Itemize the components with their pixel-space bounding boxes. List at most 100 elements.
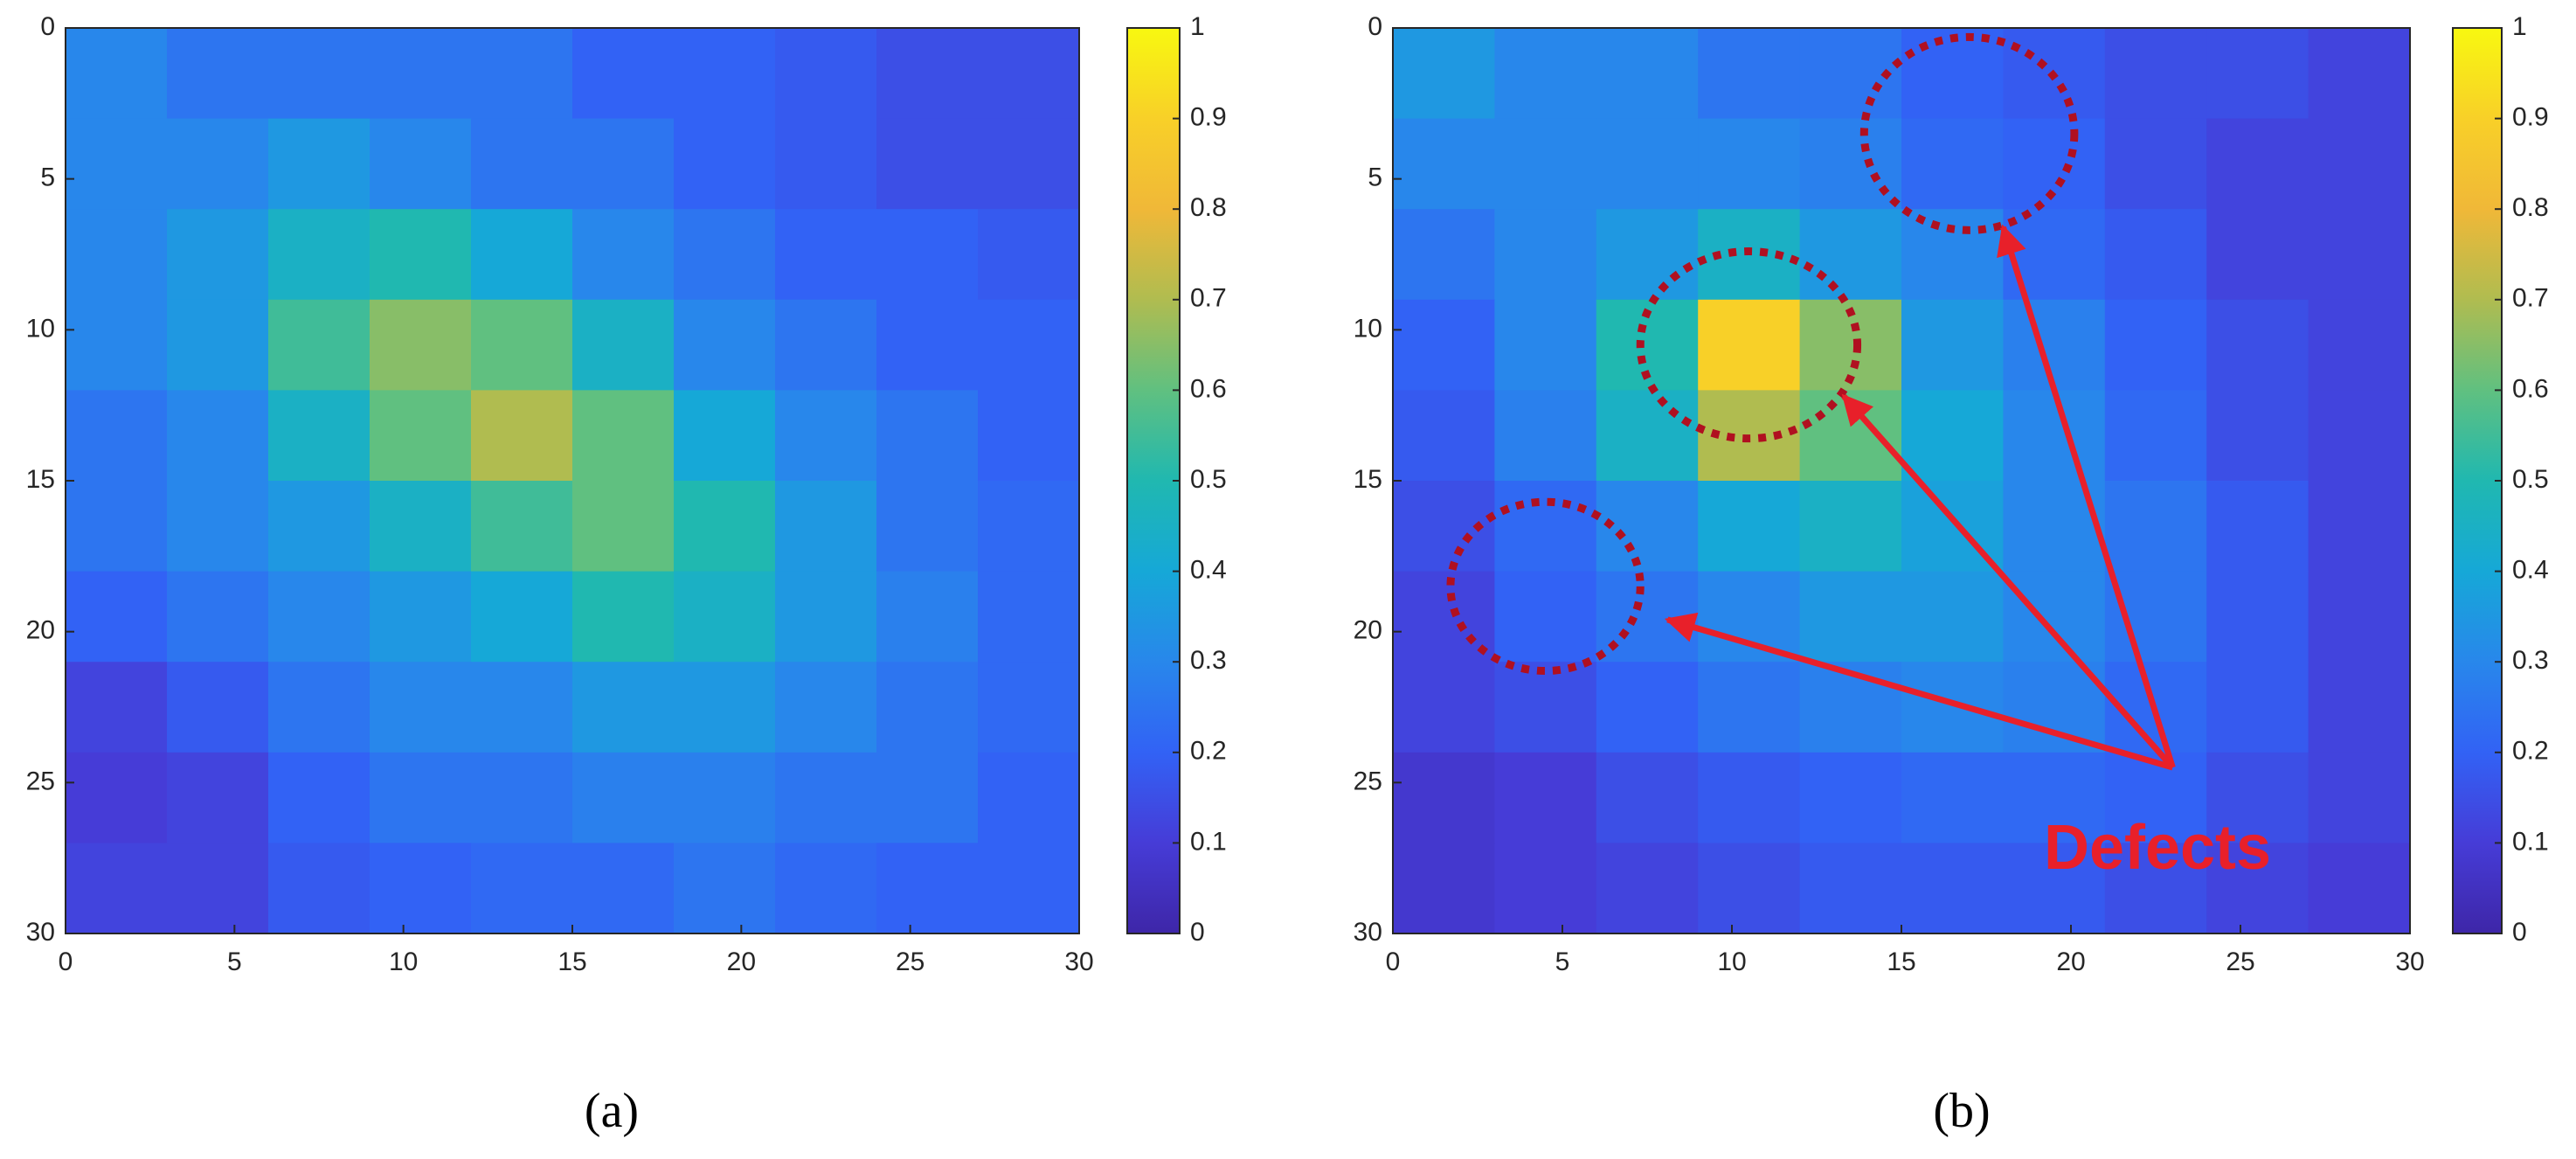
heatmap-cell: [1494, 390, 1597, 482]
heatmap-cell: [775, 843, 877, 934]
heatmap-cell: [775, 209, 877, 301]
heatmap-cell: [268, 481, 370, 573]
heatmap-cell: [1698, 481, 1801, 573]
heatmap-cell: [1494, 28, 1597, 120]
heatmap-cell: [1393, 571, 1495, 663]
heatmap-cell: [572, 752, 675, 843]
heatmap-cell: [471, 571, 573, 663]
heatmap-cell: [471, 118, 573, 210]
heatmap-cell: [370, 843, 472, 934]
x-tick-label: 0: [59, 947, 73, 976]
heatmap-cell: [471, 299, 573, 391]
heatmap-cell: [167, 209, 269, 301]
heatmap-cell: [2308, 299, 2411, 391]
heatmap-cell: [2104, 571, 2207, 663]
heatmap-cell: [2206, 209, 2309, 301]
heatmap-cell: [167, 390, 269, 482]
y-tick-label: 15: [26, 465, 55, 494]
heatmap-cell: [2308, 118, 2411, 210]
colorbar-tick-label: 0: [1190, 918, 1205, 947]
y-tick-label: 10: [1354, 314, 1382, 343]
heatmap-cell: [2206, 390, 2309, 482]
defect-circle: [1636, 247, 1862, 443]
heatmap-cell: [2003, 752, 2106, 843]
heatmap-cell: [471, 390, 573, 482]
heatmap-cell: [775, 662, 877, 753]
x-tick-label: 5: [227, 947, 242, 976]
heatmap-cell: [1596, 752, 1699, 843]
heatmap-cell: [1901, 299, 2004, 391]
x-tick-label: 25: [896, 947, 924, 976]
heatmap-cell: [1494, 752, 1597, 843]
heatmap-cell: [1596, 662, 1699, 753]
heatmap-cell: [1901, 28, 2004, 120]
heatmap-cell: [2206, 118, 2309, 210]
heatmap-cell: [1393, 752, 1495, 843]
heatmap-cell: [1799, 209, 1902, 301]
colorbar: [1126, 27, 1181, 934]
arrow: [1841, 393, 2176, 770]
colorbar-tick-label: 0.7: [1190, 284, 1227, 313]
colorbar-tick-label: 0.3: [1190, 646, 1227, 675]
heatmap-cell: [876, 752, 979, 843]
heatmap-cell: [876, 299, 979, 391]
heatmap-cell: [1596, 843, 1699, 934]
heatmap-cell: [674, 118, 776, 210]
heatmap-cell: [66, 390, 168, 482]
heatmap-cell: [1596, 28, 1699, 120]
heatmap-cell: [2003, 390, 2106, 482]
heatmap-cell: [674, 752, 776, 843]
heatmap-cell: [268, 843, 370, 934]
colorbar: [2452, 27, 2503, 934]
heatmap-cell: [1799, 118, 1902, 210]
heatmap-cell: [167, 571, 269, 663]
heatmap-cell: [66, 28, 168, 120]
heatmap-cell: [268, 209, 370, 301]
heatmap-cell: [471, 752, 573, 843]
heatmap-cell: [978, 752, 1080, 843]
heatmap-cell: [674, 571, 776, 663]
heatmap-cell: [66, 481, 168, 573]
heatmap-cell: [572, 28, 675, 120]
heatmap-cell: [2308, 481, 2411, 573]
y-tick-label: 5: [40, 163, 55, 192]
heatmap-cell: [1393, 662, 1495, 753]
heatmap-cell: [2104, 752, 2207, 843]
heatmap-cell: [66, 662, 168, 753]
heatmap-cell: [1698, 28, 1801, 120]
heatmap-cell: [2206, 752, 2309, 843]
heatmap-cell: [876, 28, 979, 120]
heatmap-cell: [2104, 28, 2207, 120]
heatmap-cell: [66, 299, 168, 391]
heatmap-cell: [775, 118, 877, 210]
heatmap-cell: [572, 662, 675, 753]
heatmap-cell: [674, 843, 776, 934]
heatmap-cell: [572, 299, 675, 391]
heatmap-cell: [978, 481, 1080, 573]
heatmap-cell: [2308, 209, 2411, 301]
heatmap-cell: [2104, 481, 2207, 573]
heatmap-cell: [268, 118, 370, 210]
heatmap-cell: [1698, 299, 1801, 391]
heatmap-cell: [167, 662, 269, 753]
heatmap-cell: [66, 752, 168, 843]
y-tick-label: 20: [26, 616, 55, 645]
heatmap-cell: [1494, 118, 1597, 210]
heatmap-cell: [572, 390, 675, 482]
heatmap-cell: [1799, 571, 1902, 663]
colorbar-tick-label: 0.9: [2512, 103, 2549, 132]
heatmap-cell: [167, 843, 269, 934]
heatmap-cell: [1393, 390, 1495, 482]
heatmap-cell: [674, 390, 776, 482]
y-tick-label: 15: [1354, 465, 1382, 494]
heatmap-cell: [1901, 390, 2004, 482]
x-tick-label: 15: [557, 947, 586, 976]
heatmap-cell: [1799, 481, 1902, 573]
heatmap-cell: [775, 752, 877, 843]
colorbar-tick-label: 0.3: [2512, 646, 2549, 675]
heatmap-cell: [876, 390, 979, 482]
heatmap-cell: [1698, 571, 1801, 663]
y-tick-label: 0: [40, 12, 55, 41]
heatmap-cell: [1901, 118, 2004, 210]
heatmap-cell: [2206, 662, 2309, 753]
